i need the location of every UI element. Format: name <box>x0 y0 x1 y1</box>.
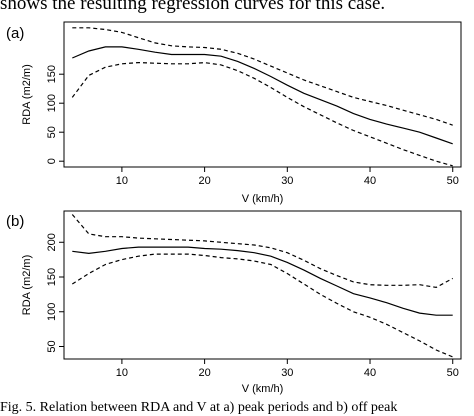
x-tick-label: 40 <box>364 175 376 187</box>
plot-frame <box>63 210 462 360</box>
lower-bound-line <box>71 61 453 167</box>
y-axis-label: RDA (m2/m) <box>21 255 33 316</box>
y-tick-label: 200 <box>46 233 58 251</box>
x-axis-label: V (km/h) <box>242 383 284 395</box>
x-tick-label: 40 <box>364 367 376 379</box>
plot-frame <box>63 21 462 168</box>
x-tick-label: 30 <box>281 367 293 379</box>
upper-bound-line <box>71 214 453 289</box>
body-text-line: shows the resulting regression curves fo… <box>0 0 386 14</box>
y-axis-label: RDA (m2/m) <box>21 64 33 125</box>
y-tick-label: 100 <box>46 94 58 112</box>
lower-bound-line <box>71 253 453 358</box>
y-tick-label: 50 <box>46 340 58 352</box>
x-axis-label: V (km/h) <box>242 193 284 205</box>
chart-panel-a: (a) 10 20 30 40 50 0 50 100 150 V (km/h) RDA (m2/m) <box>6 21 462 205</box>
y-tick-label: 100 <box>46 303 58 321</box>
x-tick-label: 20 <box>198 175 210 187</box>
figure-caption: Fig. 5. Relation between RDA and V at a)… <box>0 400 398 415</box>
x-tick-label: 20 <box>198 367 210 379</box>
panel-label: (a) <box>6 25 24 42</box>
panel-label: (b) <box>6 213 24 230</box>
y-tick-label: 150 <box>46 65 58 83</box>
regression-line <box>72 46 453 145</box>
x-tick-label: 50 <box>447 367 459 379</box>
y-tick-label: 0 <box>46 158 58 164</box>
upper-bound-line <box>72 27 453 126</box>
x-tick-label: 10 <box>116 175 128 187</box>
y-tick-label: 50 <box>46 126 58 138</box>
x-tick-label: 30 <box>281 175 293 187</box>
x-tick-label: 10 <box>116 367 128 379</box>
regression-line <box>72 246 453 316</box>
y-tick-label: 150 <box>46 268 58 286</box>
x-tick-label: 50 <box>447 175 459 187</box>
chart-panel-b: (b) 10 20 30 40 50 50 100 150 200 V (km/h) RDA (m2/… <box>6 210 462 395</box>
